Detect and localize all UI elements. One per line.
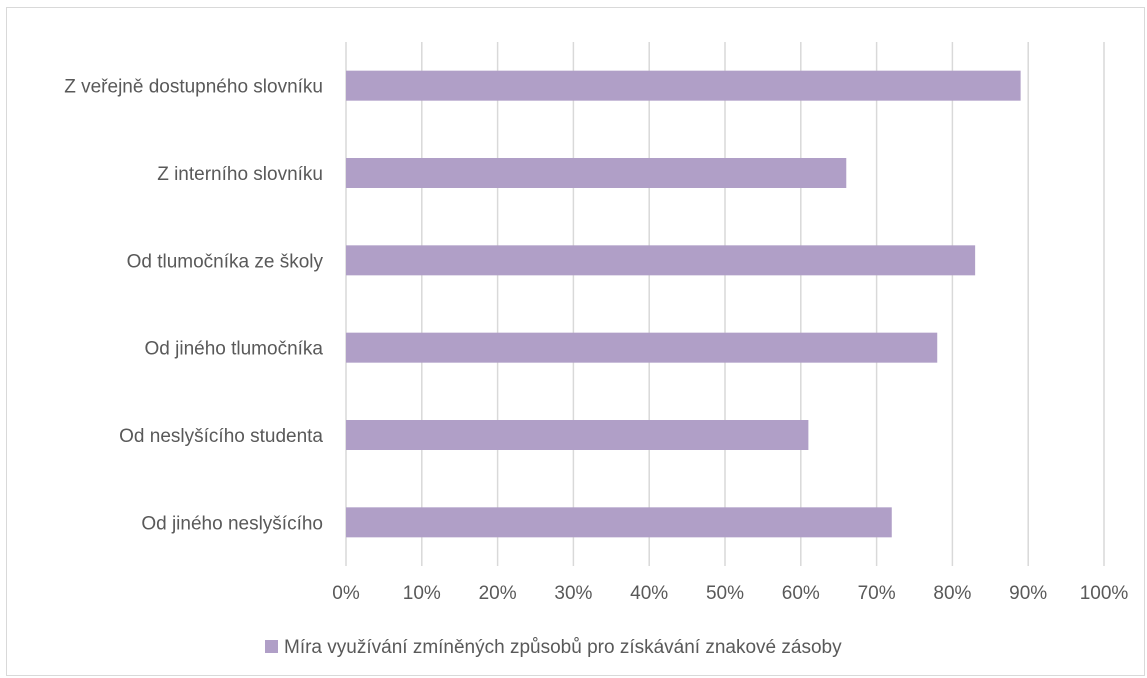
bar-4	[346, 420, 809, 450]
category-labels: Z veřejně dostupného slovníku Z interního…	[64, 77, 323, 535]
x-tick-label-9: 90%	[1009, 583, 1047, 604]
category-label-2: Od tlumočníka ze školy	[127, 251, 324, 272]
legend: Míra využívání zmíněných způsobů pro zís…	[265, 637, 842, 658]
legend-label: Míra využívání zmíněných způsobů pro zís…	[284, 637, 842, 658]
category-label-3: Od jiného tlumočníka	[145, 339, 324, 360]
x-axis-tick-labels: 0% 10% 20% 30% 40% 50% 60% 70% 80% 90% 100%	[332, 583, 1128, 604]
bar-1	[346, 158, 847, 188]
x-tick-label-5: 50%	[706, 583, 744, 604]
bar-0	[346, 70, 1021, 101]
x-tick-label-0: 0%	[332, 583, 360, 604]
category-label-4: Od neslyšícího studenta	[119, 426, 323, 447]
x-tick-label-3: 30%	[554, 583, 592, 604]
category-label-1: Z interního slovníku	[157, 164, 323, 185]
category-label-5: Od jiného neslyšícího	[141, 513, 323, 534]
x-tick-label-1: 10%	[403, 583, 441, 604]
x-tick-label-4: 40%	[630, 583, 668, 604]
gridlines	[345, 42, 1105, 566]
bar-3	[346, 332, 938, 363]
legend-swatch	[265, 640, 278, 653]
x-tick-label-6: 60%	[782, 583, 820, 604]
x-tick-label-10: 100%	[1080, 583, 1129, 604]
bars	[346, 70, 1021, 538]
x-tick-label-8: 80%	[933, 583, 971, 604]
x-tick-label-7: 70%	[858, 583, 896, 604]
category-label-0: Z veřejně dostupného slovníku	[64, 77, 323, 98]
bar-2	[346, 245, 976, 276]
x-tick-label-2: 20%	[479, 583, 517, 604]
bar-5	[346, 507, 892, 538]
